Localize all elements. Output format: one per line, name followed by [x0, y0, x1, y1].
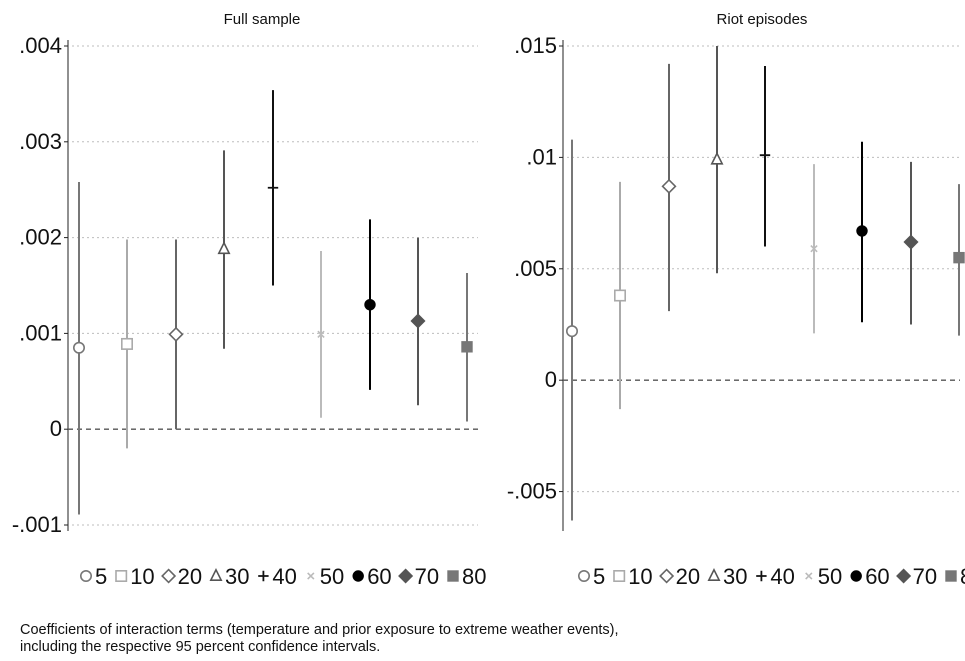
- point-estimate-40: [759, 149, 771, 161]
- legend-label-70: 70: [415, 564, 439, 589]
- caption-line-1: Coefficients of interaction terms (tempe…: [20, 622, 619, 638]
- point-estimate-40: [267, 182, 279, 193]
- series-30: [217, 150, 231, 349]
- legend-label-5: 5: [95, 564, 107, 589]
- series-60: [364, 219, 376, 390]
- legend-marker-70: [896, 568, 912, 584]
- legend-label-40: 40: [272, 564, 296, 589]
- series-10: [613, 181, 626, 410]
- legend-label-10: 10: [628, 564, 652, 589]
- series-5: [565, 139, 578, 521]
- series-70: [903, 161, 919, 325]
- figure-caption: Coefficients of interaction terms (tempe…: [20, 622, 920, 656]
- caption-line-2: including the respective 95 percent conf…: [20, 639, 381, 655]
- legend-marker-50: [805, 572, 813, 580]
- legend-marker-30: [707, 568, 721, 582]
- point-estimate-50: [317, 330, 325, 339]
- y-tick-label: .003: [19, 129, 62, 154]
- series-40: [267, 90, 279, 286]
- y-tick-label: -.001: [12, 512, 62, 537]
- legend-label-80: 80: [462, 564, 486, 589]
- legend-marker-20: [659, 568, 675, 584]
- panel-title: Riot episodes: [717, 11, 808, 28]
- point-estimate-10: [613, 289, 626, 302]
- point-estimate-10: [121, 337, 134, 350]
- legend-label-20: 20: [178, 564, 202, 589]
- legend-marker-5: [577, 569, 590, 582]
- legend-marker-40: [756, 570, 767, 582]
- legend-label-40: 40: [770, 564, 794, 589]
- y-tick-label: .01: [526, 144, 557, 169]
- point-estimate-80: [461, 341, 473, 353]
- legend: 5 10 20 30 40 50 60 70 80: [577, 564, 965, 589]
- y-tick-label: 0: [50, 416, 62, 441]
- point-estimate-20: [168, 326, 184, 342]
- point-estimate-30: [217, 241, 231, 255]
- legend-label-20: 20: [676, 564, 700, 589]
- y-tick-label: 0: [545, 367, 557, 392]
- point-estimate-5: [73, 341, 86, 354]
- legend-marker-50: [307, 572, 315, 580]
- legend-label-10: 10: [130, 564, 154, 589]
- y-tick-label: .005: [514, 256, 557, 281]
- legend: 5 10 20 30 40 50 60 70 80: [80, 564, 486, 589]
- legend-label-80: 80: [960, 564, 965, 589]
- legend-label-30: 30: [723, 564, 747, 589]
- point-estimate-5: [565, 325, 578, 338]
- series-50: [810, 164, 818, 334]
- y-tick-label: .001: [19, 320, 62, 345]
- y-tick-label: .002: [19, 225, 62, 250]
- point-estimate-80: [953, 251, 965, 264]
- point-estimate-60: [856, 225, 868, 237]
- legend-label-30: 30: [225, 564, 249, 589]
- series-20: [661, 63, 677, 312]
- series-70: [410, 237, 426, 406]
- point-estimate-60: [364, 298, 376, 311]
- legend-label-70: 70: [913, 564, 937, 589]
- y-tick-label: -.005: [507, 479, 557, 504]
- legend-marker-30: [209, 568, 223, 582]
- series-10: [121, 239, 134, 449]
- point-estimate-70: [410, 313, 426, 329]
- legend-marker-40: [258, 570, 269, 582]
- legend-marker-5: [80, 569, 93, 582]
- point-estimate-70: [903, 234, 919, 250]
- legend-marker-10: [613, 569, 626, 582]
- legend-marker-80: [945, 570, 957, 582]
- y-tick-label: .004: [19, 33, 62, 58]
- legend-label-50: 50: [818, 564, 842, 589]
- point-estimate-30: [710, 151, 724, 165]
- series-80: [461, 273, 473, 422]
- legend-marker-60: [352, 570, 364, 582]
- legend-marker-10: [115, 569, 128, 582]
- legend-marker-60: [850, 570, 862, 582]
- legend-label-60: 60: [865, 564, 889, 589]
- series-80: [953, 184, 965, 336]
- legend-label-5: 5: [593, 564, 605, 589]
- series-30: [710, 46, 724, 274]
- legend-label-60: 60: [367, 564, 391, 589]
- panel-title: Full sample: [224, 11, 301, 28]
- y-tick-label: .015: [514, 33, 557, 58]
- series-40: [759, 66, 771, 247]
- legend-marker-20: [161, 568, 177, 584]
- legend-marker-70: [398, 568, 414, 584]
- point-estimate-50: [810, 245, 818, 253]
- legend-marker-80: [447, 570, 459, 582]
- legend-label-50: 50: [320, 564, 344, 589]
- point-estimate-20: [661, 178, 677, 194]
- series-50: [317, 251, 325, 418]
- series-5: [73, 182, 86, 515]
- chart-panel-1: Full sample -.001 0 .001 .002 .003 .004 5 10 20 30…: [12, 11, 487, 589]
- series-60: [856, 141, 868, 323]
- series-20: [168, 239, 184, 430]
